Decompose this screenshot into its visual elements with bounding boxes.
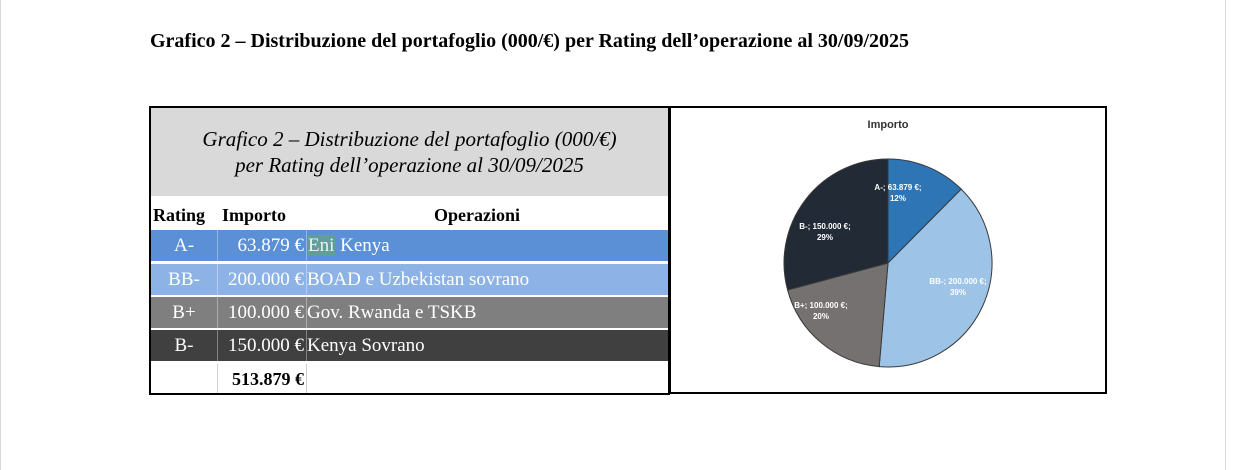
cell-divider <box>217 330 218 361</box>
table-row-a-minus: A- 63.879 € Eni Kenya <box>151 230 668 261</box>
cell-rating: B+ <box>172 302 196 323</box>
cell-rating: BB- <box>168 269 200 290</box>
cell-operazioni: Kenya Sovrano <box>307 335 425 356</box>
pie-slice-label: B-; 150.000 €; <box>799 222 851 231</box>
page-right-edge <box>1225 0 1226 470</box>
cell-operazioni-text: Kenya <box>335 235 390 256</box>
pie-chart-box: Importo A-; 63.879 €; 12% BB-; 200.000 €; 39… <box>669 106 1107 394</box>
table-row-bb-minus: BB- 200.000 € BOAD e Uzbekistan sovrano <box>151 264 668 295</box>
table-row-b-plus: B+ 100.000 € Gov. Rwanda e TSKB <box>151 297 668 328</box>
pie-slice <box>887 158 962 265</box>
pie-slice-label: 12% <box>890 194 906 203</box>
cell-importo: 200.000 € <box>228 269 304 290</box>
header-operazioni: Operazioni <box>434 205 520 225</box>
cell-divider <box>217 297 218 328</box>
cell-divider <box>217 230 218 261</box>
chart-title: Importo <box>868 119 909 131</box>
cell-operazioni: Eni Kenya <box>307 235 390 257</box>
pie-slice-label: 29% <box>817 233 833 242</box>
pie-slice-label: BB-; 200.000 €; <box>929 277 986 286</box>
page-left-edge <box>0 0 1 470</box>
pie-slice <box>878 188 993 368</box>
cell-divider <box>217 264 218 295</box>
cell-divider <box>306 330 307 361</box>
header-importo: Importo <box>222 205 286 225</box>
cell-operazioni: BOAD e Uzbekistan sovrano <box>307 269 530 290</box>
cell-divider <box>306 364 307 393</box>
cell-operazioni: Gov. Rwanda e TSKB <box>307 302 477 323</box>
cell-divider <box>306 264 307 295</box>
document-title: Grafico 2 – Distribuzione del portafogli… <box>150 30 910 52</box>
pie-chart: Importo A-; 63.879 €; 12% BB-; 200.000 €; 39… <box>783 119 993 368</box>
table-caption-line1: Grafico 2 – Distribuzione del portafogli… <box>202 127 617 151</box>
cell-importo: 63.879 € <box>237 235 305 256</box>
header-rating: Rating <box>153 205 206 225</box>
cell-importo: 100.000 € <box>228 302 304 323</box>
cell-total: 513.879 € <box>232 369 304 389</box>
pie-slice-label: A-; 63.879 €; <box>874 183 921 192</box>
portfolio-table: Grafico 2 – Distribuzione del portafogli… <box>149 106 670 395</box>
pie-slice-label: 39% <box>950 288 966 297</box>
cell-importo: 150.000 € <box>228 335 304 356</box>
cell-divider <box>217 364 218 393</box>
pie-slice <box>783 158 889 291</box>
table-total-row: 513.879 € <box>151 364 668 393</box>
cell-rating: B- <box>174 335 194 356</box>
pie-slice-label: B+; 100.000 €; <box>794 301 848 310</box>
pie-slice <box>786 262 889 368</box>
pie-slice-label: 20% <box>813 312 829 321</box>
text-selection-highlight[interactable]: Eni <box>307 235 336 256</box>
cell-divider <box>306 230 307 261</box>
table-caption: Grafico 2 – Distribuzione del portafogli… <box>151 108 668 196</box>
cell-rating: A- <box>173 235 195 256</box>
cell-divider <box>306 297 307 328</box>
table-row-b-minus: B- 150.000 € Kenya Sovrano <box>151 330 668 361</box>
table-header-row: Rating Importo Operazioni <box>151 202 668 228</box>
table-caption-line2: per Rating dell’operazione al 30/09/2025 <box>235 153 584 177</box>
